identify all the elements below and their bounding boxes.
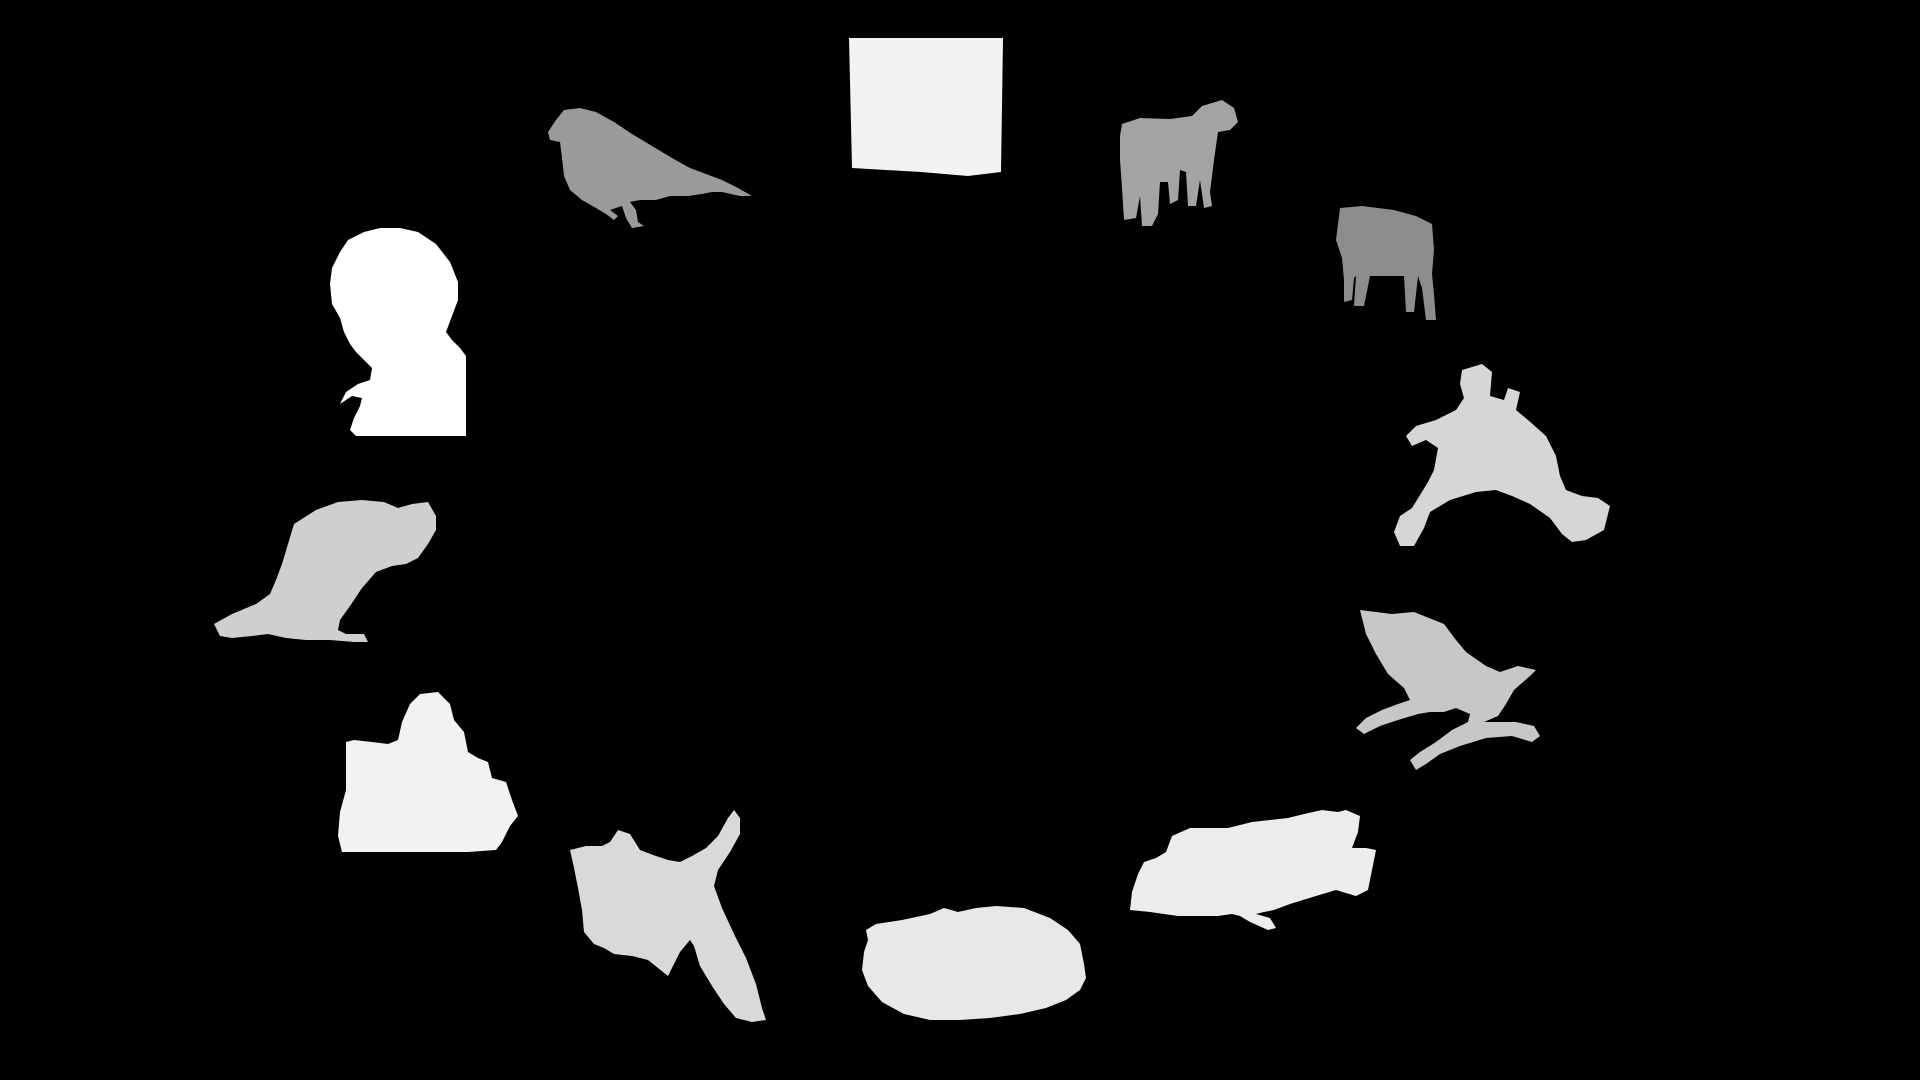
- people-group-silhouette: [338, 692, 518, 852]
- box-silhouette: [849, 38, 1003, 176]
- wrestlers-silhouette: [1394, 364, 1610, 546]
- car-silhouette: [1130, 810, 1376, 930]
- bird-on-branch-silhouette: [1356, 610, 1540, 770]
- sheep-silhouette: [1336, 206, 1436, 320]
- parrot-silhouette: [214, 500, 436, 642]
- lamb-silhouette: [1120, 100, 1238, 226]
- sparrow-silhouette: [548, 108, 752, 228]
- dog-silhouette: [570, 810, 766, 1022]
- child-portrait-silhouette: [330, 228, 466, 436]
- bowl-silhouette: [862, 906, 1086, 1020]
